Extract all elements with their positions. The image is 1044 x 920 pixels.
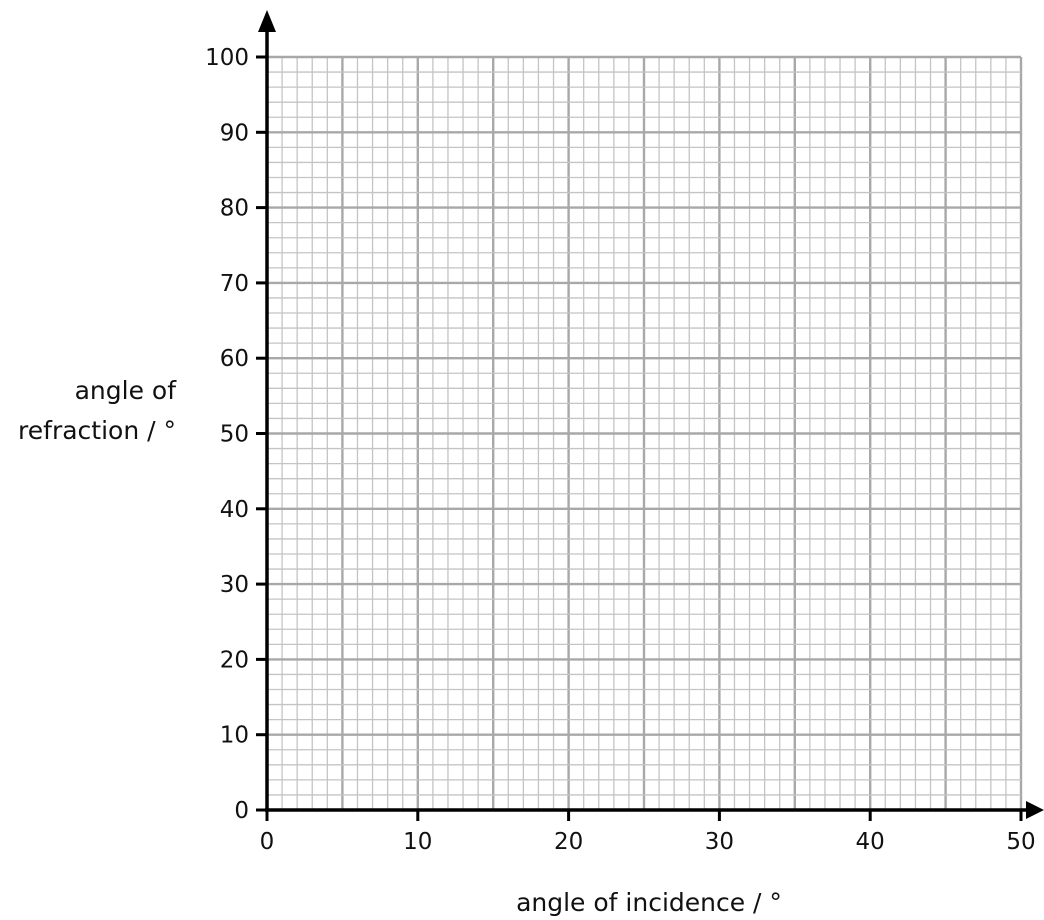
y-tick-label: 60 [220, 346, 249, 372]
y-tick-label: 0 [234, 798, 249, 824]
x-tick-label: 50 [1006, 829, 1035, 855]
x-tick-label: 0 [260, 829, 275, 855]
y-tick-label: 10 [220, 723, 249, 749]
y-tick-label: 50 [220, 422, 249, 448]
y-tick-label: 90 [220, 120, 249, 146]
y-axis-arrow-icon [258, 10, 276, 32]
grid [267, 55, 1023, 810]
y-tick-label: 30 [220, 572, 249, 598]
x-tick-label: 40 [856, 829, 885, 855]
x-axis-title: angle of incidence / ° [516, 888, 782, 917]
tick-labels: 0 10 20 30 40 50 60 70 80 90 100 0 10 20 30 40 50 [205, 45, 1036, 855]
y-axis-title-line-2: refraction / ° [18, 416, 176, 445]
x-tick-label: 10 [403, 829, 432, 855]
y-tick-label: 80 [220, 196, 249, 222]
y-tick-label: 40 [220, 497, 249, 523]
y-tick-label: 20 [220, 647, 249, 673]
y-axis-title-line-1: angle of [75, 376, 178, 405]
x-tick-label: 30 [705, 829, 734, 855]
y-tick-label: 70 [220, 271, 249, 297]
axes [258, 10, 1044, 819]
y-tick-label: 100 [205, 45, 249, 71]
x-tick-label: 20 [554, 829, 583, 855]
x-axis-arrow-icon [1026, 801, 1044, 819]
ticks [256, 55, 1023, 821]
